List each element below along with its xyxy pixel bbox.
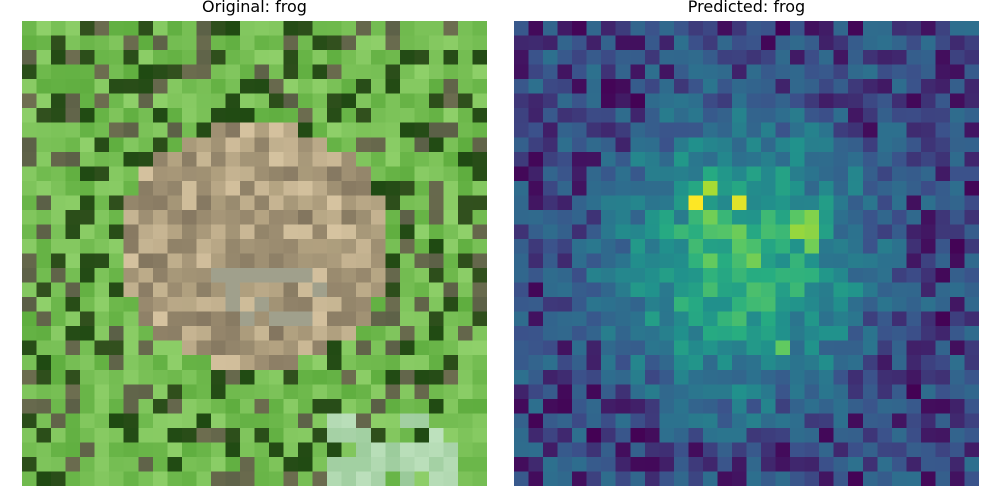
predicted-image-title: Predicted: frog [687,0,806,16]
saliency-heatmap-image [514,21,979,486]
original-frog-image [22,21,487,486]
original-image-title: Original: frog [202,0,307,16]
